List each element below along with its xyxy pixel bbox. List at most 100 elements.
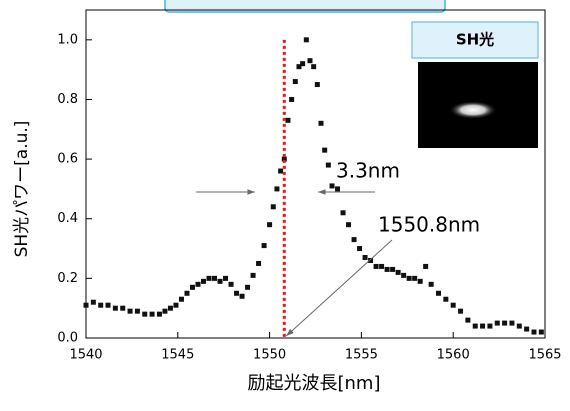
data-point [300, 61, 306, 67]
data-point [184, 290, 190, 296]
data-point [395, 269, 401, 275]
data-point [314, 82, 320, 88]
data-point [201, 278, 207, 284]
data-point [162, 308, 168, 314]
data-point [329, 183, 335, 189]
plot-frame [85, 9, 546, 339]
data-point [423, 263, 429, 269]
data-point [362, 254, 368, 260]
data-point [127, 308, 133, 314]
data-point [357, 246, 363, 252]
data-point [412, 275, 418, 281]
peak-label: 1550.8nm [378, 213, 480, 237]
data-point [105, 302, 111, 308]
inset-label: SH光 [456, 31, 494, 49]
data-point [134, 308, 140, 314]
data-point [274, 186, 280, 192]
data-point [149, 311, 155, 317]
data-point [379, 263, 385, 269]
data-point [516, 323, 522, 329]
data-point [428, 281, 434, 287]
data-point [217, 278, 223, 284]
data-point [401, 272, 407, 278]
data-point [390, 266, 396, 272]
data-point [443, 296, 449, 302]
data-point [384, 266, 390, 272]
data-point [335, 186, 341, 192]
data-point [465, 317, 471, 323]
data-point [322, 147, 328, 153]
data-point [285, 117, 291, 123]
arrow-head [318, 189, 326, 195]
y-axis-label: SH光パワー[a.u.] [12, 121, 32, 258]
data-point [311, 64, 317, 70]
data-point [178, 296, 184, 302]
data-point [239, 293, 245, 299]
data-point [472, 323, 478, 329]
data-point [250, 272, 256, 278]
data-point [281, 156, 287, 162]
data-point [373, 263, 379, 269]
x-tick-label: 1565 [528, 348, 561, 363]
data-point [206, 275, 212, 281]
x-tick-label: 1545 [161, 348, 194, 363]
x-tick-label: 1560 [437, 348, 470, 363]
data-point [98, 302, 104, 308]
data-point [487, 323, 493, 329]
data-point [212, 275, 218, 281]
arrow-line [285, 239, 393, 337]
data-point [173, 302, 179, 308]
data-point [223, 275, 229, 281]
y-tick-label: 1.0 [57, 32, 78, 47]
data-point [83, 302, 89, 308]
data-point [256, 260, 262, 266]
data-point [90, 299, 96, 305]
data-point [531, 329, 537, 335]
x-tick-label: 1540 [69, 348, 102, 363]
data-point [450, 302, 456, 308]
data-point [417, 278, 423, 284]
data-point [228, 281, 234, 287]
data-point [261, 243, 267, 249]
data-point [351, 237, 357, 243]
width-label: 3.3nm [336, 159, 400, 183]
data-point [296, 64, 302, 70]
data-point [245, 284, 251, 290]
y-tick-label: 0.8 [57, 92, 78, 107]
data-point [120, 305, 126, 311]
data-point [538, 329, 544, 335]
data-point [346, 222, 352, 228]
data-point [509, 320, 515, 326]
y-tick-label: 0.0 [57, 331, 78, 346]
data-point [340, 210, 346, 216]
data-point [303, 37, 309, 43]
data-point [267, 222, 273, 228]
data-point [318, 120, 324, 126]
arrow-head [286, 328, 294, 336]
inset-label-box [411, 21, 539, 59]
data-point [167, 305, 173, 311]
data-point [156, 311, 162, 317]
data-point [458, 308, 464, 314]
data-point [436, 290, 442, 296]
data-point [270, 204, 276, 210]
data-point [524, 326, 530, 332]
data-point [112, 305, 118, 311]
data-point [494, 320, 500, 326]
x-axis-label: 励起光波長[nm] [248, 373, 381, 394]
data-point [368, 257, 374, 263]
data-point [480, 323, 486, 329]
data-point [234, 290, 240, 296]
data-point [292, 79, 298, 85]
inset-spot [449, 101, 497, 119]
data-point [189, 284, 195, 290]
top-box [164, 0, 446, 13]
y-tick-label: 0.4 [57, 211, 78, 226]
data-point [307, 58, 313, 64]
data-point [325, 162, 331, 168]
x-tick-label: 1555 [345, 348, 378, 363]
y-tick-label: 0.2 [57, 271, 78, 286]
y-tick-label: 0.6 [57, 152, 78, 167]
data-point [278, 168, 284, 174]
